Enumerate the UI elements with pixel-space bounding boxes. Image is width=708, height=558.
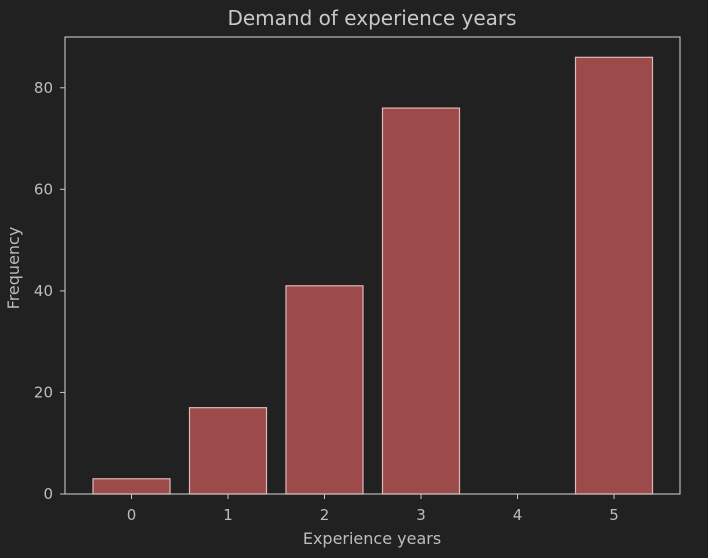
y-axis-label: Frequency: [4, 227, 23, 310]
bar-5: [574, 56, 654, 495]
x-axis-label: Experience years: [303, 529, 441, 548]
bar-3: [381, 107, 461, 495]
bar-2: [285, 285, 364, 495]
x-tick-label-2: 2: [320, 506, 330, 524]
y-tick-label-20: 20: [34, 383, 53, 401]
chart-title: Demand of experience years: [227, 6, 516, 30]
bar-0: [92, 478, 171, 495]
y-tick-label-60: 60: [34, 180, 53, 198]
plot-frame: [64, 36, 681, 495]
x-tick-label-0: 0: [127, 506, 137, 524]
y-tick-label-0: 0: [43, 485, 53, 503]
x-tick-label-3: 3: [416, 506, 426, 524]
y-tick-label-80: 80: [34, 79, 53, 97]
y-tick-label-40: 40: [34, 282, 53, 300]
x-tick-label-5: 5: [609, 506, 619, 524]
x-tick-label-1: 1: [223, 506, 233, 524]
plot-area: 0 20 40 60 80 0 1 2 3 4 5: [34, 36, 681, 524]
bar-1: [188, 407, 268, 495]
x-tick-label-4: 4: [513, 506, 523, 524]
